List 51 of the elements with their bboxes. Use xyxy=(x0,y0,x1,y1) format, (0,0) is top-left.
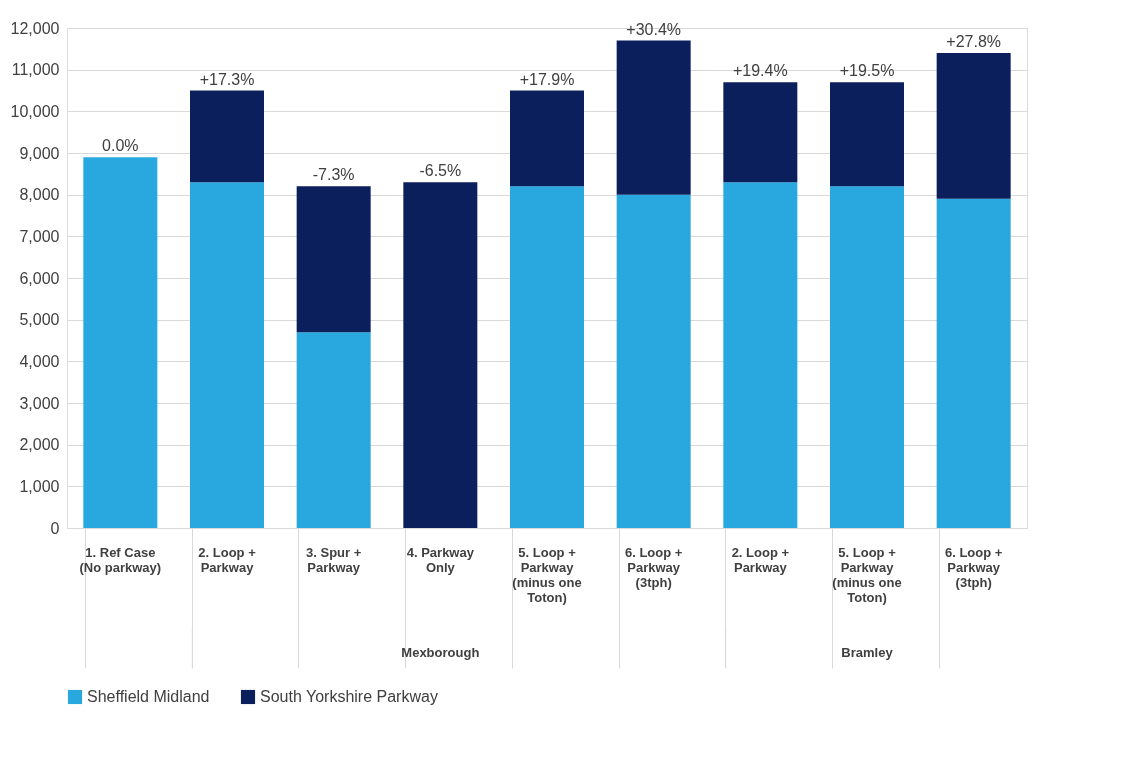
bar xyxy=(830,82,904,187)
bar xyxy=(723,82,798,183)
x-tick-label: 2. Loop + Parkway xyxy=(731,544,790,575)
y-tick-label: 8,000 xyxy=(19,186,60,204)
y-tick-label: 1,000 xyxy=(19,477,60,495)
x-tick-label: 6. Loop + Parkway (3tph) xyxy=(624,544,683,590)
bar xyxy=(190,182,264,528)
bar xyxy=(296,186,371,333)
annotation: +30.4% xyxy=(626,20,682,38)
y-tick-label: 7,000 xyxy=(19,227,60,245)
x-tick-label: 6. Loop + Parkway (3tph) xyxy=(944,544,1003,590)
x-tick-label: 5. Loop + Parkway (minus one Toton) xyxy=(832,544,902,605)
y-tick-label: 9,000 xyxy=(19,144,60,162)
x-tick-label: 1. Ref Case (No parkway) xyxy=(79,544,162,575)
bar xyxy=(936,53,1011,199)
annotation: -7.3% xyxy=(312,166,355,184)
annotation: +19.4% xyxy=(732,62,788,80)
annotation: +17.3% xyxy=(199,70,255,88)
bar xyxy=(510,186,584,528)
y-tick-label: 2,000 xyxy=(19,436,60,454)
annotation: -6.5% xyxy=(419,162,462,180)
x-tick-label: 2. Loop + Parkway xyxy=(198,544,257,575)
bar xyxy=(616,194,691,528)
y-tick-label: 4,000 xyxy=(19,352,60,370)
y-tick-label: 6,000 xyxy=(19,269,60,287)
y-tick-label: 0 xyxy=(50,519,60,537)
y-tick-label: 3,000 xyxy=(19,394,60,412)
y-tick-label: 5,000 xyxy=(19,311,60,329)
bar xyxy=(510,90,584,187)
bar xyxy=(190,90,264,183)
x-tick-label: 5. Loop + Parkway (minus one Toton) xyxy=(512,544,582,605)
bar xyxy=(936,198,1011,528)
y-tick-label: 11,000 xyxy=(11,61,60,79)
annotation: +17.9% xyxy=(519,70,575,88)
bar xyxy=(616,40,691,195)
bar xyxy=(403,182,478,528)
text: Mexborough xyxy=(401,645,480,660)
legend-label: South Yorkshire Parkway xyxy=(260,688,438,705)
y-tick-label: 10,000 xyxy=(10,102,60,120)
y-tick-label: 12,000 xyxy=(10,19,60,37)
legend-label: Sheffield Midland xyxy=(87,688,210,705)
text: Bramley xyxy=(841,645,894,660)
x-tick-label: 3. Spur + Parkway xyxy=(306,544,362,575)
annotation: 0.0% xyxy=(102,137,139,155)
annotation: +19.5% xyxy=(839,62,895,80)
annotation: +27.8% xyxy=(946,33,1002,50)
bar xyxy=(83,157,158,528)
bar xyxy=(723,182,798,528)
bar xyxy=(830,186,904,528)
bar xyxy=(296,332,371,528)
x-tick-label: 4. Parkway Only xyxy=(406,544,475,575)
